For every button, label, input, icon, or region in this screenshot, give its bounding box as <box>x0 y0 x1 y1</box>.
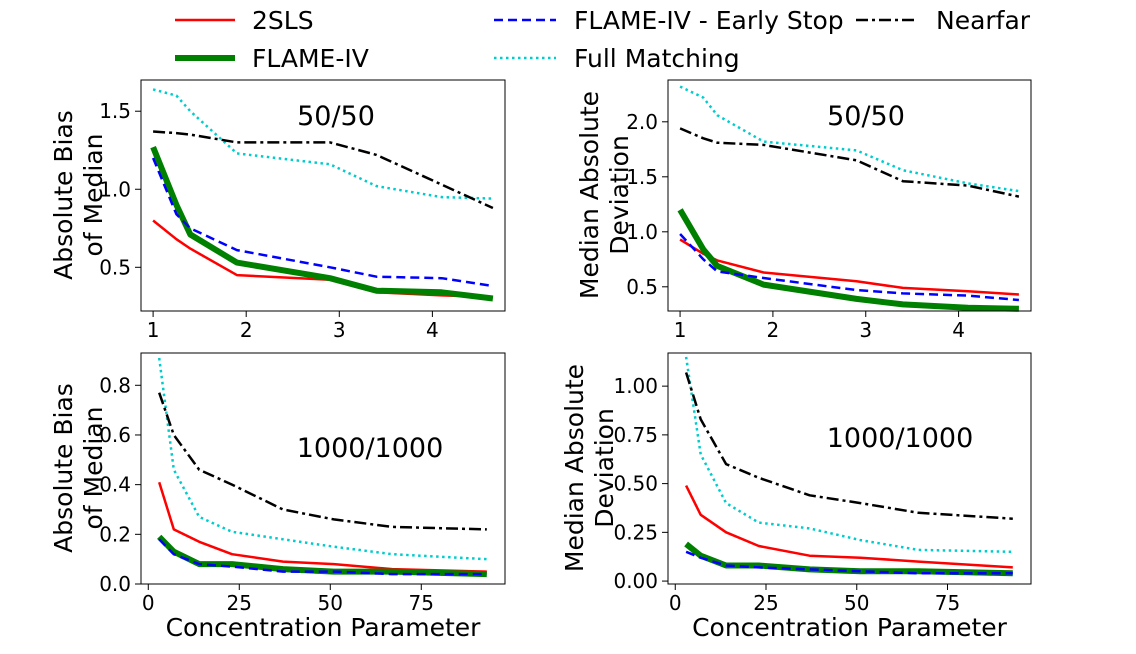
chart-panel-2: 1 2 3 4 0.5 1.0 1.5 2.0 50/50 Median AbsoluteDevi… <box>575 79 1032 342</box>
y-axis-label-line: Median Absolute <box>575 91 604 299</box>
panel-annotation: 1000/1000 <box>827 423 974 454</box>
x-tick-label: 3 <box>859 318 872 342</box>
plot-frame <box>667 352 1032 585</box>
panel-annotation: 1000/1000 <box>297 433 444 464</box>
y-axis-label-line: Deviation <box>590 408 619 528</box>
series-group <box>684 356 1013 577</box>
plot-frame <box>140 79 506 312</box>
panel-annotation: 50/50 <box>827 101 905 132</box>
series-line-flame-iv-early-stop <box>685 550 1013 575</box>
series-line-flame-iv <box>677 208 1019 312</box>
y-tick-label: 0.5 <box>626 275 658 299</box>
y-axis-label-line: Deviation <box>605 135 634 255</box>
x-axis-label: Concentration Parameter <box>692 613 1008 642</box>
series-line-flame-iv <box>150 145 494 302</box>
series-line-flame-iv-early-stop <box>158 538 487 576</box>
chart-panel-3: 0 25 50 75 0.0 0.2 0.4 0.6 0.8 1000/1000 Absolute … <box>49 352 506 642</box>
series-group <box>677 85 1020 312</box>
series-line-2sls <box>152 219 493 299</box>
y-tick-label: 0.8 <box>99 373 131 397</box>
y-tick-label: 1.0 <box>99 177 131 201</box>
y-tick-label: 1.00 <box>613 374 658 398</box>
x-tick-label: 1 <box>147 318 160 342</box>
y-tick-label: 0.0 <box>99 572 131 596</box>
y-tick-label: 0.4 <box>99 473 131 497</box>
x-tick-label: 25 <box>753 591 778 615</box>
series-group <box>150 88 494 302</box>
series-line-full-matching <box>684 356 1013 554</box>
x-tick-label: 0 <box>669 591 682 615</box>
y-tick-label: 0.00 <box>613 569 658 593</box>
series-line-flame-iv-early-stop <box>679 233 1020 302</box>
series-line-nearfar <box>158 392 487 531</box>
legend-entry-flame-iv-early-stop: FLAME-IV - Early Stop <box>494 6 844 35</box>
series-line-nearfar <box>679 127 1020 198</box>
x-tick-label: 1 <box>674 318 687 342</box>
y-axis-label-line: of Median <box>79 407 108 530</box>
y-axis-label-line: Absolute Bias <box>49 110 78 280</box>
x-tick-label: 3 <box>333 318 346 342</box>
y-tick-label: 0.2 <box>99 522 131 546</box>
y-axis-label: Absolute Biasof Median <box>49 383 108 553</box>
y-axis-label: Median AbsoluteDeviation <box>575 91 634 299</box>
y-tick-label: 1.5 <box>626 165 658 189</box>
y-axis-label-line: Absolute Bias <box>49 383 78 553</box>
y-axis-label-line: Median Absolute <box>560 364 589 572</box>
series-group <box>157 357 487 578</box>
x-axis-label: Concentration Parameter <box>166 613 482 642</box>
y-tick-label: 1.5 <box>99 99 131 123</box>
x-tick-label: 75 <box>409 591 434 615</box>
x-tick-label: 2 <box>767 318 780 342</box>
series-line-nearfar <box>153 130 494 210</box>
x-tick-label: 0 <box>142 591 155 615</box>
y-tick-label: 1.0 <box>626 220 658 244</box>
chart-panel-1: 1 2 3 4 0.5 1.0 1.5 50/50 Absolute Biasof Median <box>49 79 506 342</box>
y-axis-label: Absolute Biasof Median <box>49 110 108 280</box>
legend-label-2sls: 2SLS <box>252 6 314 35</box>
y-tick-label: 0.75 <box>613 423 658 447</box>
y-axis-label-line: of Median <box>79 134 108 257</box>
chart-panel-4: 0 25 50 75 0.00 0.25 0.50 0.75 1.00 1000/1000 Medi… <box>560 352 1032 642</box>
x-tick-label: 50 <box>844 591 869 615</box>
series-line-flame-iv <box>157 534 487 578</box>
x-tick-label: 4 <box>952 318 965 342</box>
y-tick-label: 0.5 <box>99 255 131 279</box>
y-axis-label: Median AbsoluteDeviation <box>560 364 619 572</box>
x-tick-label: 25 <box>227 591 252 615</box>
y-tick-label: 0.25 <box>613 520 658 544</box>
series-line-flame-iv-early-stop <box>151 157 494 288</box>
legend-label-nearfar: Nearfar <box>936 6 1031 35</box>
series-line-full-matching <box>152 88 493 200</box>
series-line-flame-iv <box>684 541 1013 577</box>
y-tick-label: 0.6 <box>99 423 131 447</box>
panel-annotation: 50/50 <box>297 101 375 132</box>
series-line-full-matching <box>157 357 487 561</box>
legend-label-flame-iv: FLAME-IV <box>252 44 369 73</box>
series-line-full-matching <box>679 85 1020 193</box>
legend: 2SLS FLAME-IV FLAME-IV - Early Stop Full Ma… <box>175 6 1031 73</box>
x-tick-label: 2 <box>240 318 253 342</box>
x-tick-label: 4 <box>426 318 439 342</box>
series-line-nearfar <box>684 372 1013 520</box>
legend-entry-nearfar: Nearfar <box>856 6 1031 35</box>
legend-entry-flame-iv: FLAME-IV <box>175 44 369 73</box>
y-tick-label: 2.0 <box>626 110 658 134</box>
series-line-2sls <box>679 238 1019 296</box>
plot-frame <box>667 79 1032 312</box>
plot-frame <box>140 352 506 585</box>
legend-entry-full-matching: Full Matching <box>494 44 740 73</box>
x-tick-label: 75 <box>935 591 960 615</box>
legend-label-flame-iv-early-stop: FLAME-IV - Early Stop <box>574 6 844 35</box>
series-line-2sls <box>158 481 487 573</box>
x-tick-label: 50 <box>318 591 343 615</box>
series-line-2sls <box>684 485 1013 569</box>
y-tick-label: 0.50 <box>613 472 658 496</box>
legend-entry-2sls: 2SLS <box>175 6 314 35</box>
legend-label-full-matching: Full Matching <box>574 44 740 73</box>
